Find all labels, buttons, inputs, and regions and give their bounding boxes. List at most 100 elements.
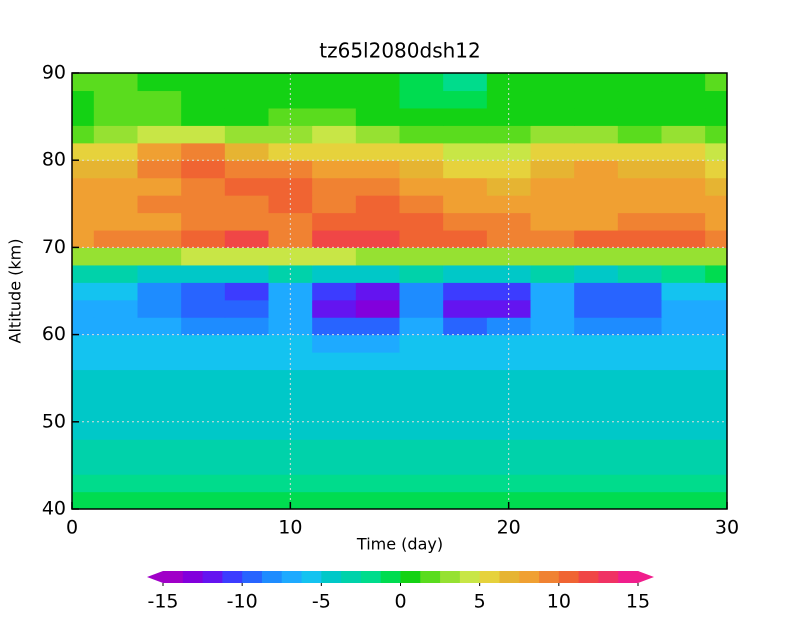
cell: [355, 456, 401, 475]
cell: [72, 264, 95, 283]
cell: [705, 386, 727, 405]
cell: [72, 282, 95, 301]
cell: [574, 456, 619, 475]
cell: [530, 317, 575, 336]
cell: [443, 247, 488, 266]
cell: [137, 142, 182, 161]
cell: [661, 90, 706, 109]
colorbar-box: [202, 571, 223, 583]
cell: [705, 352, 727, 371]
colorbar-extend-low: [147, 571, 163, 583]
colorbar-tick-label: -15: [147, 591, 178, 613]
cell: [705, 90, 727, 109]
cell: [443, 456, 488, 475]
cell: [574, 386, 619, 405]
cell: [72, 160, 95, 179]
cell: [72, 247, 95, 266]
cell: [268, 352, 313, 371]
cell: [443, 439, 488, 458]
cell: [93, 421, 139, 440]
cell: [617, 73, 663, 92]
chart-title: tz65l2080dsh12: [319, 39, 480, 63]
cell: [72, 334, 95, 353]
cell: [399, 369, 444, 388]
cell: [312, 212, 357, 231]
cell: [355, 142, 401, 161]
cell: [661, 142, 706, 161]
cell: [93, 334, 139, 353]
cell: [530, 299, 575, 318]
cell: [224, 456, 270, 475]
cell: [137, 352, 182, 371]
cell: [443, 177, 488, 196]
cell: [181, 404, 226, 423]
colorbar-box: [261, 571, 283, 583]
cell: [312, 73, 357, 92]
cell: [661, 160, 706, 179]
cell: [705, 142, 727, 161]
cell: [312, 369, 357, 388]
cell: [661, 247, 706, 266]
cell: [312, 439, 357, 458]
cell: [399, 177, 444, 196]
colorbar-box: [281, 571, 303, 583]
colorbar-box: [341, 571, 362, 583]
cell: [181, 282, 226, 301]
cell: [617, 421, 663, 440]
cell: [574, 491, 619, 509]
cell: [443, 107, 488, 126]
cell: [312, 299, 357, 318]
cell: [93, 352, 139, 371]
cell: [574, 195, 619, 214]
cell: [617, 386, 663, 405]
cell: [93, 125, 139, 144]
cell: [574, 317, 619, 336]
cell: [617, 299, 663, 318]
cell: [355, 212, 401, 231]
cell: [181, 229, 226, 248]
cell: [312, 195, 357, 214]
cell: [181, 474, 226, 493]
cell: [530, 352, 575, 371]
cell: [72, 177, 95, 196]
cell: [661, 177, 706, 196]
cell: [530, 474, 575, 493]
cell: [93, 142, 139, 161]
cell: [224, 160, 270, 179]
cell: [530, 90, 575, 109]
cell: [137, 334, 182, 353]
cell: [574, 369, 619, 388]
cell: [399, 160, 444, 179]
cell: [355, 317, 401, 336]
cell: [574, 177, 619, 196]
cell: [443, 474, 488, 493]
cell: [617, 282, 663, 301]
cell: [137, 386, 182, 405]
cell: [661, 352, 706, 371]
cell: [268, 107, 313, 126]
cell: [312, 491, 357, 509]
cell: [617, 491, 663, 509]
cell: [443, 142, 488, 161]
cell: [399, 195, 444, 214]
cell: [530, 491, 575, 509]
cell: [312, 282, 357, 301]
cell: [399, 317, 444, 336]
cell: [530, 456, 575, 475]
cell: [181, 160, 226, 179]
cell: [399, 456, 444, 475]
cell: [574, 160, 619, 179]
cell: [181, 369, 226, 388]
cell: [399, 334, 444, 353]
cell: [93, 474, 139, 493]
cell: [617, 369, 663, 388]
cell: [181, 247, 226, 266]
cell: [355, 160, 401, 179]
cell: [661, 195, 706, 214]
cell: [224, 90, 270, 109]
cell: [399, 421, 444, 440]
cell: [530, 73, 575, 92]
cell: [224, 421, 270, 440]
cell: [574, 90, 619, 109]
